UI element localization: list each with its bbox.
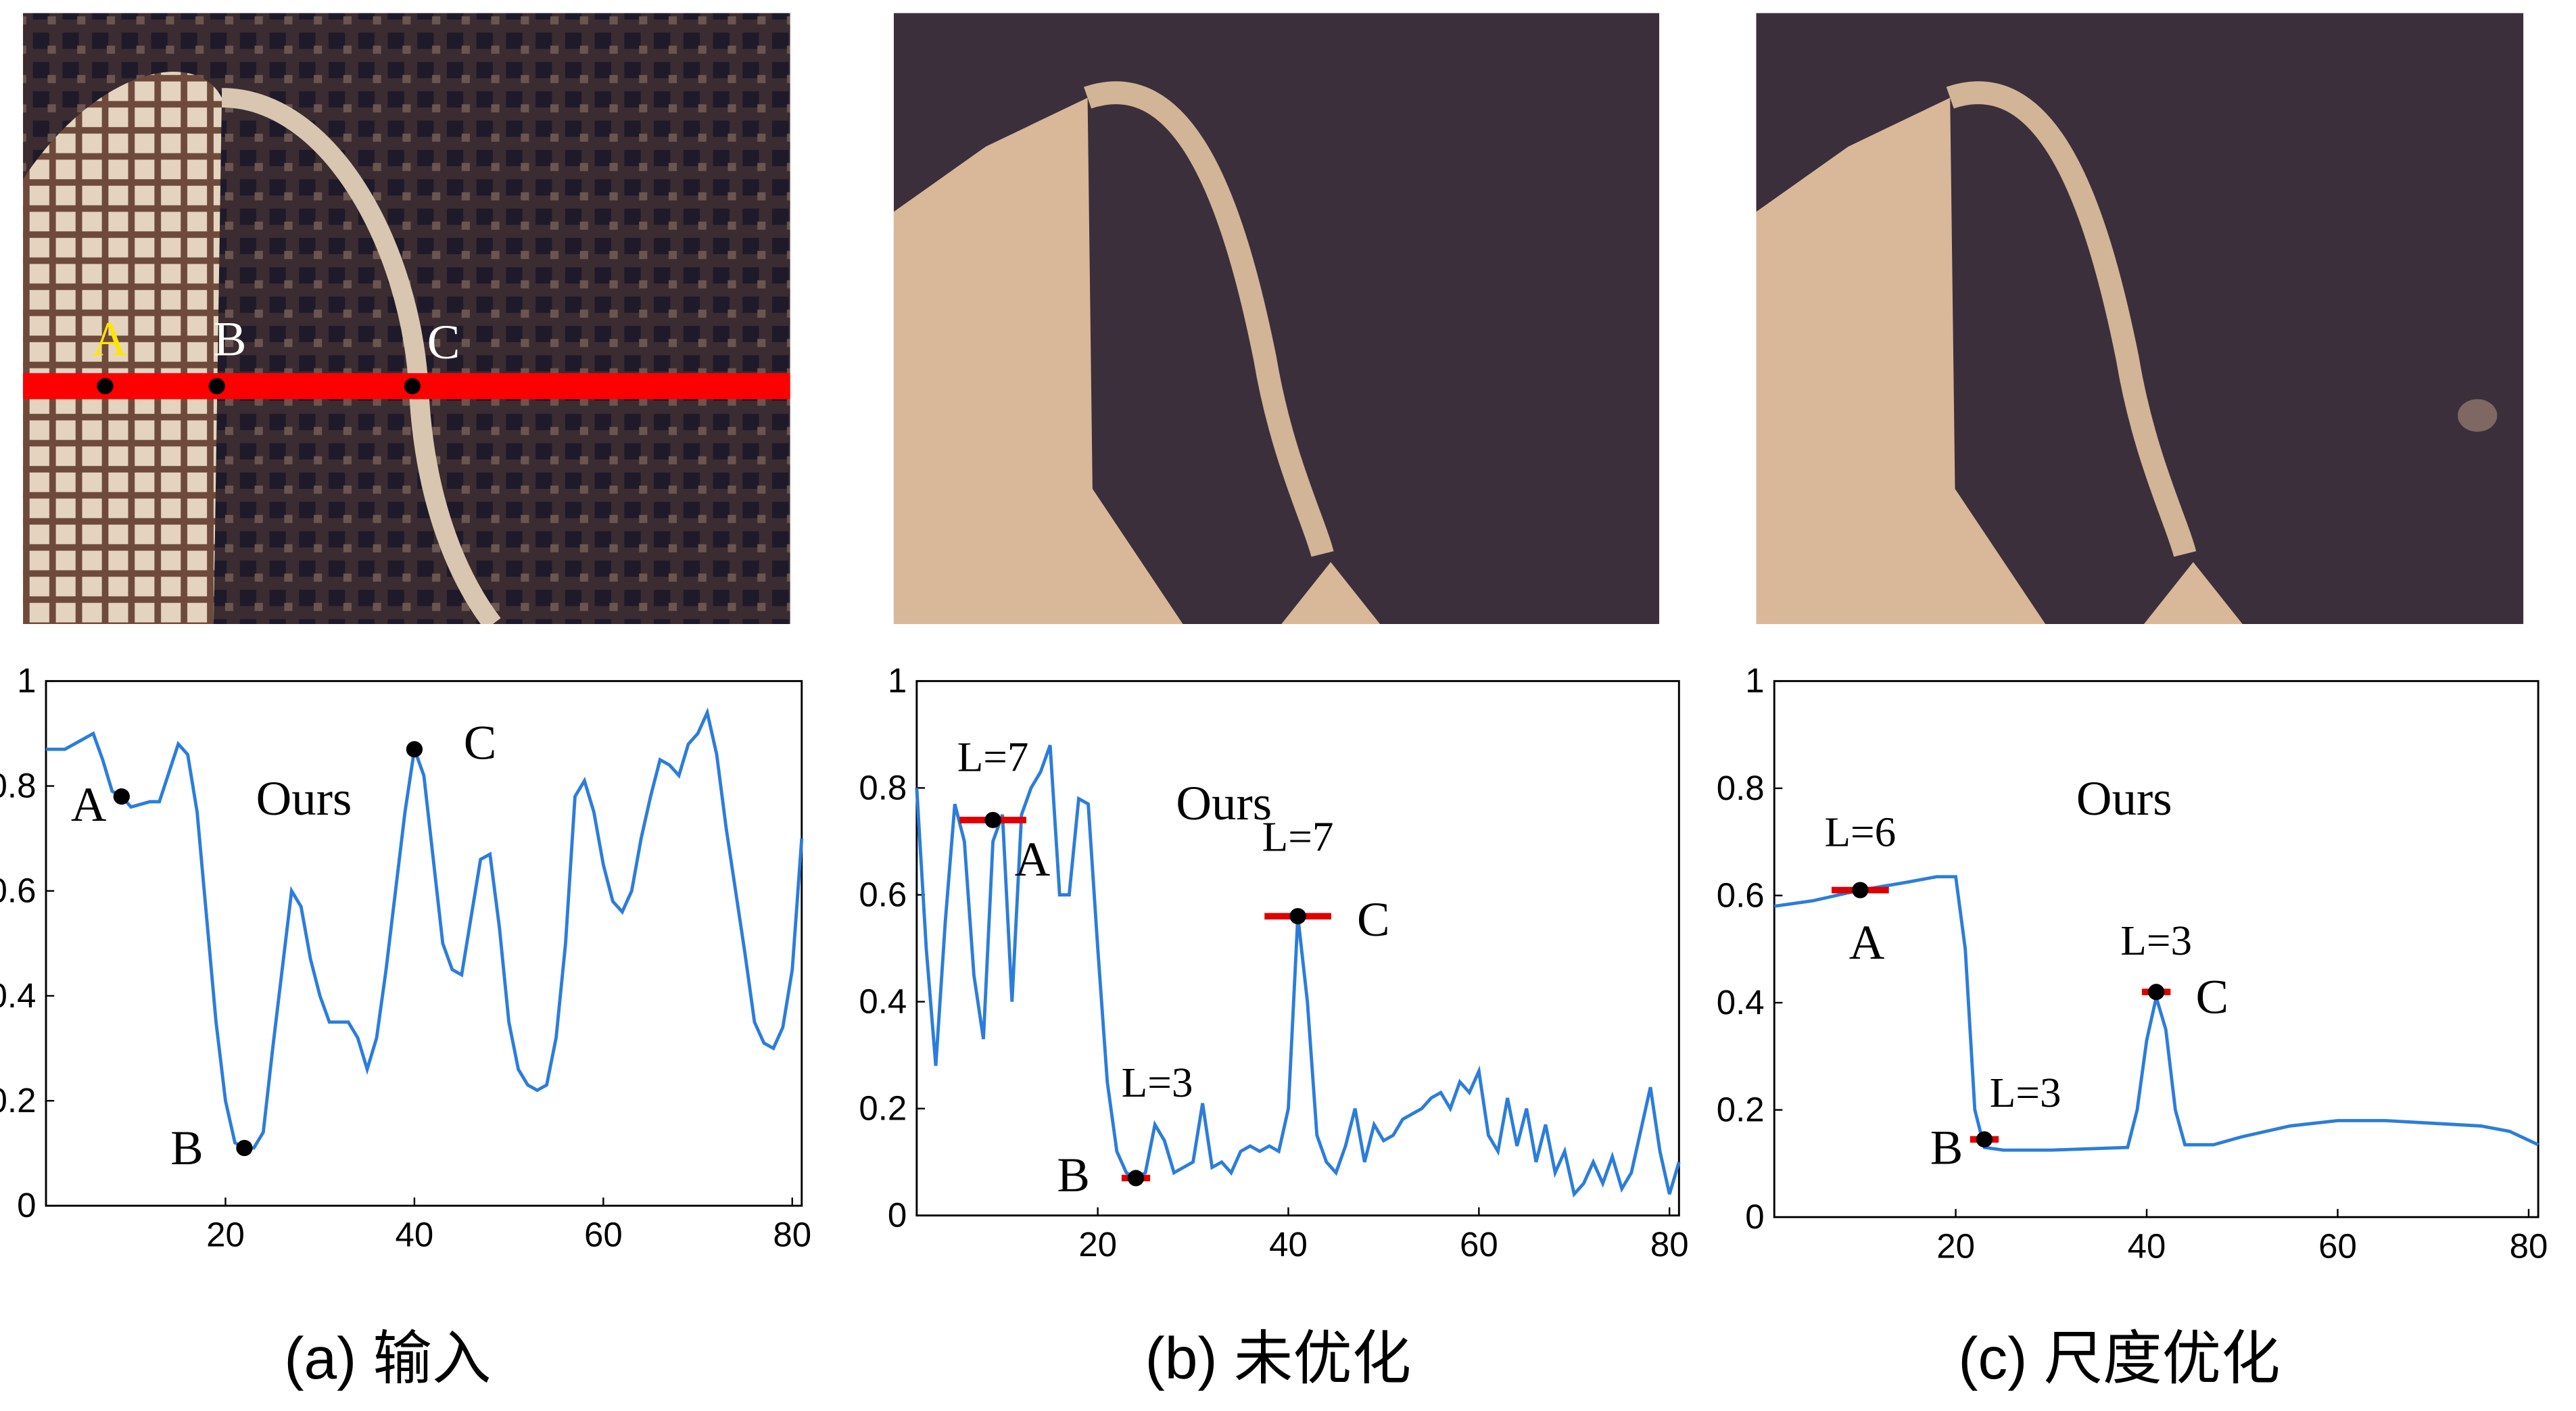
caption: (c) 尺度优化 <box>1958 1326 2280 1391</box>
image-label: C <box>427 314 460 369</box>
point-label: C <box>1357 892 1390 947</box>
window-label: L=7 <box>957 734 1029 781</box>
window-label: L=6 <box>1824 809 1896 856</box>
x-tick-label: 20 <box>1078 1225 1117 1264</box>
window-label: L=3 <box>2120 917 2192 964</box>
image-markers: A B C <box>92 312 460 395</box>
x-tick-label: 40 <box>1269 1225 1308 1264</box>
y-tick-label: 0 <box>1745 1197 1764 1236</box>
y-tick-label: 0.2 <box>1717 1091 1765 1129</box>
point <box>2148 984 2165 1001</box>
plot-frame <box>915 679 1680 1217</box>
note: Ours <box>1176 775 1272 830</box>
window-label: L=3 <box>1990 1069 2061 1116</box>
y-tick-label: 1 <box>1745 661 1764 700</box>
x-tick-label: 40 <box>396 1216 434 1254</box>
point-label: A <box>71 777 107 832</box>
y-tick-label: 0.4 <box>1717 983 1765 1022</box>
x-tick-label: 80 <box>2510 1227 2548 1266</box>
window-label: L=7 <box>1262 813 1334 861</box>
y-tick-label: 0.4 <box>0 976 36 1015</box>
y-tick-label: 0.6 <box>0 871 36 910</box>
note: Ours <box>256 771 352 826</box>
y-tick-label: 0.8 <box>0 767 36 805</box>
point-label: C <box>2195 970 2228 1024</box>
point-label: B <box>1930 1120 1963 1175</box>
x-tick-label: 60 <box>2318 1227 2357 1266</box>
unoptimized-image <box>893 13 1660 625</box>
plot-frame <box>45 679 803 1207</box>
y-tick-label: 0.4 <box>859 982 907 1021</box>
y-tick-label: 0.6 <box>859 876 907 914</box>
point <box>1289 908 1306 925</box>
y-tick-label: 0.8 <box>859 769 907 807</box>
y-tick-label: 1 <box>888 661 907 700</box>
note: Ours <box>2076 771 2172 826</box>
x-tick-label: 80 <box>773 1216 811 1254</box>
x-tick-label: 80 <box>1650 1225 1689 1264</box>
y-tick-label: 0.8 <box>1717 769 1765 807</box>
point <box>984 811 1001 828</box>
point <box>1976 1131 1993 1148</box>
point-label: B <box>1057 1147 1090 1202</box>
image-label: B <box>214 312 247 366</box>
data-line <box>1773 875 2539 1152</box>
point-label: B <box>170 1120 204 1175</box>
x-tick-label: 20 <box>1936 1227 1975 1266</box>
point <box>406 741 423 758</box>
plot-frame <box>1773 679 2539 1218</box>
window-label: L=3 <box>1122 1059 1193 1106</box>
y-tick-label: 0 <box>17 1186 36 1224</box>
x-tick-label: 40 <box>2128 1227 2166 1266</box>
caption: (b) 未优化 <box>1145 1326 1412 1391</box>
point-label: A <box>1849 915 1885 970</box>
image-label: A <box>92 312 128 366</box>
y-tick-label: 0.2 <box>859 1089 907 1128</box>
data-line <box>915 744 1681 1198</box>
point <box>1127 1170 1145 1187</box>
x-tick-label: 20 <box>206 1216 245 1254</box>
scale-optimized-image <box>1756 13 2524 625</box>
point <box>1852 882 1869 899</box>
point <box>236 1139 253 1157</box>
x-tick-label: 60 <box>1460 1225 1498 1264</box>
point <box>113 788 130 805</box>
y-tick-label: 0 <box>888 1196 907 1235</box>
y-tick-label: 0.6 <box>1717 876 1765 915</box>
input-image <box>23 13 790 625</box>
y-tick-label: 1 <box>17 661 36 700</box>
x-tick-label: 60 <box>584 1216 623 1254</box>
data-line <box>46 707 804 1150</box>
y-tick-label: 0.2 <box>0 1081 36 1120</box>
point-label: C <box>464 715 497 770</box>
caption: (a) 输入 <box>284 1326 491 1391</box>
point-label: A <box>1015 832 1051 886</box>
